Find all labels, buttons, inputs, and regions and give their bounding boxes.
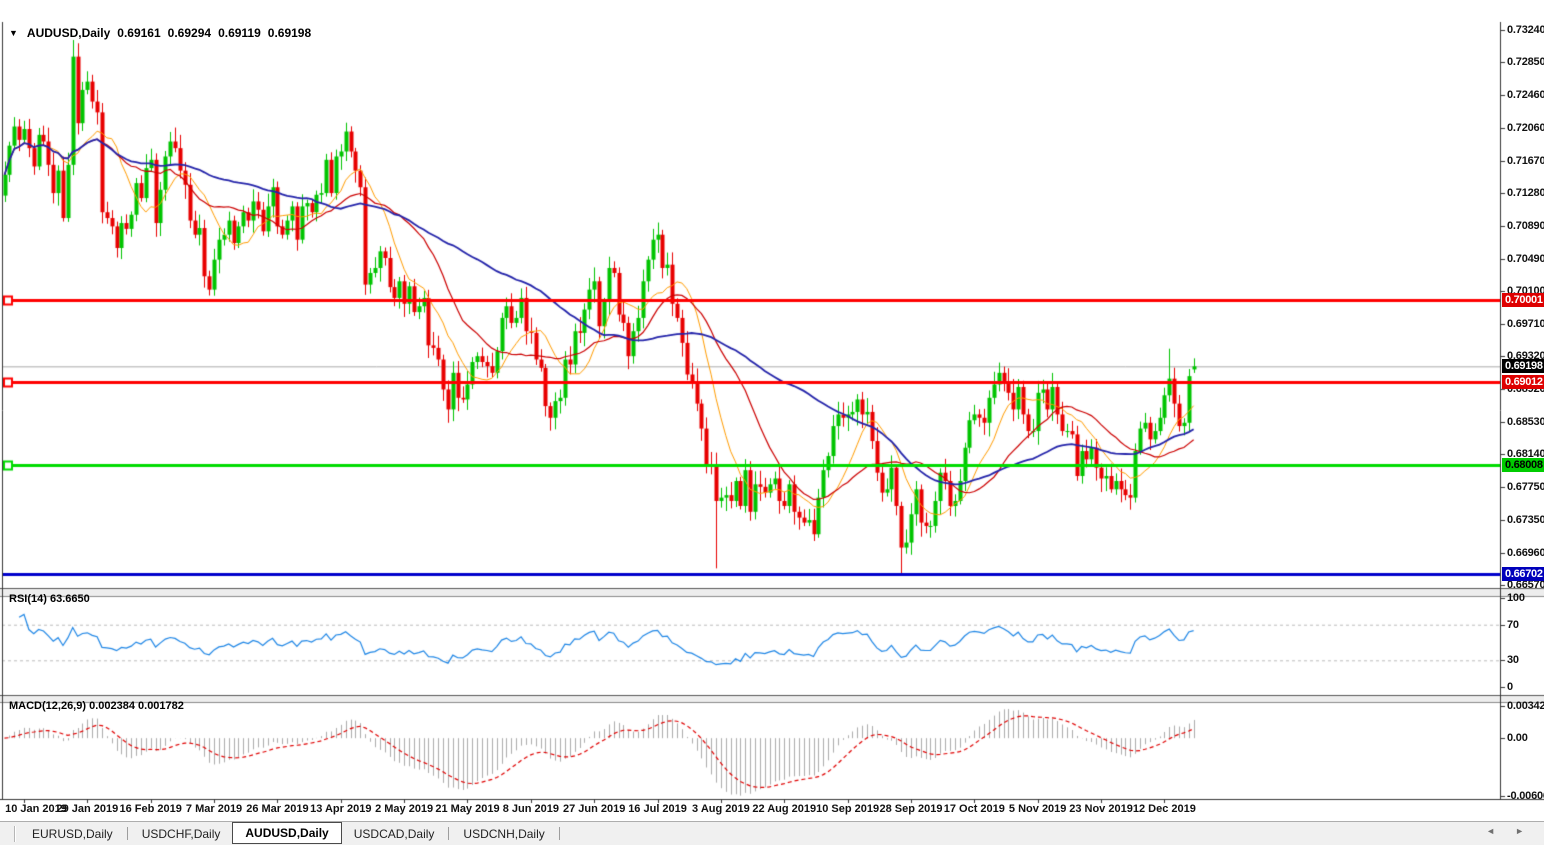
ohlc-close-value: 0.69198 <box>267 26 312 40</box>
ohlc-open-value: 0.69161 <box>117 26 161 40</box>
price-axis-label: 0.69710 <box>1507 317 1544 330</box>
date-axis-label: 22 Aug 2019 <box>752 803 817 815</box>
date-axis-label: 17 Oct 2019 <box>943 803 1005 815</box>
rsi-axis-label: 100 <box>1507 592 1525 604</box>
price-axis-label: 0.72460 <box>1507 88 1544 101</box>
rsi-axis-label: 70 <box>1507 618 1519 631</box>
level-price-tag: 0.68008 <box>1502 458 1544 473</box>
date-axis-label: 27 Jun 2019 <box>563 803 626 815</box>
date-axis-label: 10 Jan 2019 <box>5 803 67 815</box>
price-axis-label: 0.73240 <box>1507 24 1544 36</box>
chart-tab-audusd[interactable]: AUDUSD,Daily <box>232 821 342 844</box>
current-price-tag: 0.69198 <box>1502 359 1544 374</box>
chart-title: ▼ AUDUSD,Daily 0.69161 0.69294 0.69119 0… <box>9 26 311 40</box>
chart-tab-usdcnh[interactable]: USDCNH,Daily <box>463 826 545 841</box>
chart-tab-usdcad[interactable]: USDCAD,Daily <box>353 826 435 841</box>
price-axis-label: 0.68530 <box>1507 415 1544 428</box>
symbol-dropdown-icon[interactable]: ▼ <box>9 28 18 38</box>
level-price-tag: 0.70001 <box>1502 292 1544 307</box>
date-axis-label: 29 Jan 2019 <box>56 803 119 815</box>
tab-scroll-left-icon[interactable]: ◄ <box>1486 826 1496 836</box>
date-axis-label: 23 Nov 2019 <box>1069 803 1133 815</box>
date-axis-label: 5 Nov 2019 <box>1008 803 1067 815</box>
macd-axis-label: 0.003421 <box>1507 699 1544 712</box>
date-axis-label: 12 Dec 2019 <box>1132 803 1196 815</box>
price-axis-label: 0.72060 <box>1507 122 1544 135</box>
chart-tab-usdchf[interactable]: USDCHF,Daily <box>141 826 221 841</box>
tab-separator <box>126 827 128 840</box>
ohlc-high-value: 0.69294 <box>167 26 212 40</box>
rsi-indicator-label: RSI(14) 63.6650 <box>9 593 90 605</box>
price-axis-label: 0.69320 <box>1507 350 1544 363</box>
date-axis-label: 2 May 2019 <box>375 803 434 815</box>
date-axis-label: 7 Mar 2019 <box>185 803 243 815</box>
level-price-tag: 0.69012 <box>1502 374 1544 389</box>
macd-axis-label: 0.00 <box>1507 732 1528 745</box>
date-axis-label: 28 Sep 2019 <box>879 803 943 815</box>
date-axis-label: 8 Jun 2019 <box>502 803 559 815</box>
price-axis-label: 0.67350 <box>1507 514 1544 527</box>
macd-indicator-label: MACD(12,26,9) 0.002384 0.001782 <box>9 700 184 712</box>
price-axis-label: 0.71280 <box>1507 187 1544 200</box>
date-axis-label: 3 Aug 2019 <box>692 803 750 815</box>
rsi-axis-label: 30 <box>1507 654 1519 667</box>
tab-scroll-right-icon[interactable]: ► <box>1515 826 1524 836</box>
price-axis-label: 0.71670 <box>1507 154 1544 167</box>
price-axis-label: 0.72850 <box>1507 56 1544 69</box>
price-axis-label: 0.66960 <box>1507 546 1544 559</box>
chart-tab-eurusd[interactable]: EURUSD,Daily <box>32 826 113 841</box>
price-axis-label: 0.66570 <box>1507 579 1544 591</box>
date-axis-label: 16 Feb 2019 <box>119 803 182 815</box>
date-axis-label: 16 Jul 2019 <box>628 803 687 815</box>
ohlc-low-value: 0.69119 <box>218 26 261 40</box>
symbol-tab-bar: EURUSD,Daily USDCHF,Daily AUDUSD,Daily USDC… <box>0 821 1544 845</box>
price-axis-label: 0.70490 <box>1507 252 1544 265</box>
rsi-axis-label: 0 <box>1507 681 1513 693</box>
date-axis-label: 21 May 2019 <box>435 803 500 815</box>
price-axis-label: 0.67750 <box>1507 480 1544 493</box>
price-axis-label: 0.68140 <box>1507 448 1544 461</box>
tab-separator <box>448 827 450 840</box>
date-axis-label: 13 Apr 2019 <box>310 803 372 815</box>
date-axis-label: 10 Sep 2019 <box>816 803 880 815</box>
level-price-tag: 0.66702 <box>1502 567 1544 582</box>
tab-separator <box>558 827 560 840</box>
price-axis-label: 0.70890 <box>1507 219 1544 232</box>
macd-axis-label: -0.006069 <box>1507 789 1544 802</box>
tabbar-groove <box>14 825 16 842</box>
date-axis-label: 26 Mar 2019 <box>246 803 309 815</box>
chart-symbol-label: AUDUSD,Daily <box>26 26 111 40</box>
